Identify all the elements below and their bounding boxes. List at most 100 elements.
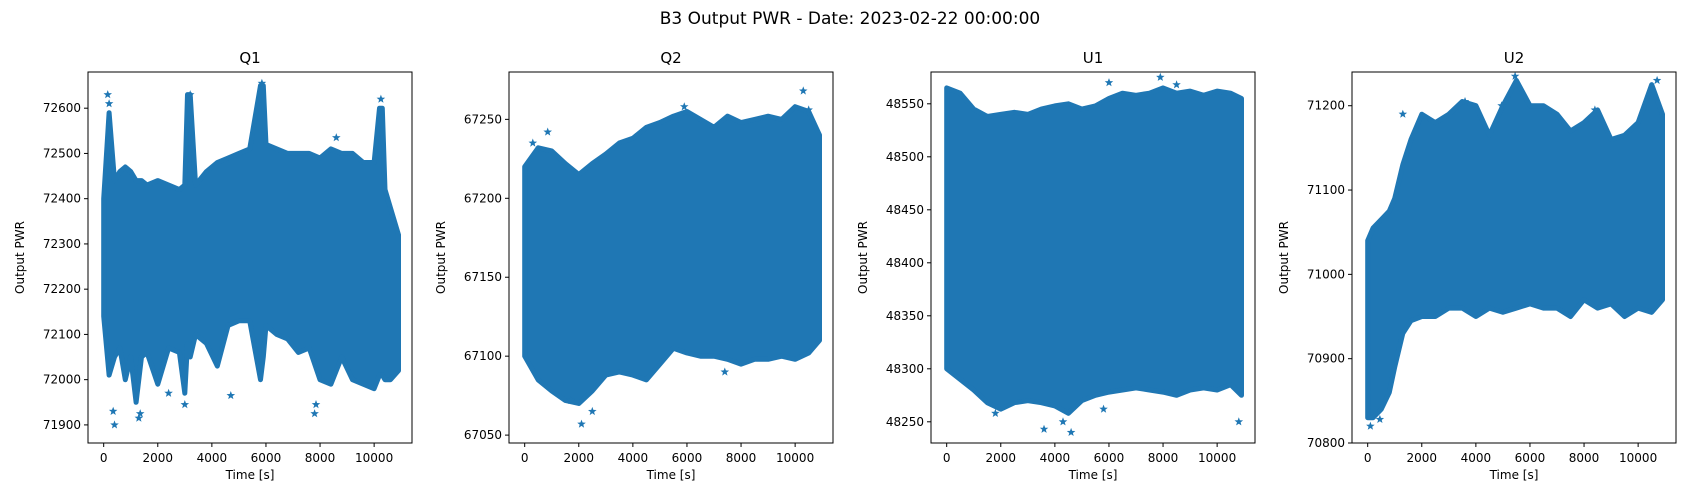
x-tick-label: 10000	[355, 451, 393, 465]
data-series	[101, 78, 401, 429]
y-axis-label: Output PWR	[856, 221, 870, 294]
data-point	[799, 86, 808, 95]
data-point	[134, 413, 144, 422]
subplot-u1: 0 2000 4000 6000 8000 10000 48250 48300 48350 484…	[856, 49, 1256, 482]
data-point	[164, 388, 173, 397]
x-tick-label: 4000	[618, 451, 649, 465]
data-point	[108, 406, 118, 415]
y-tick-label: 72200	[43, 282, 81, 296]
data-point	[311, 400, 321, 409]
data-point	[1366, 421, 1375, 430]
y-tick-label: 72400	[43, 192, 81, 206]
data-point	[135, 409, 145, 418]
subplot-q1: 0 2000 4000 6000 8000 10000 71900 72000 72100 722…	[13, 49, 413, 482]
y-axis-label: Output PWR	[1277, 221, 1291, 294]
data-point	[588, 406, 597, 416]
data-point	[680, 102, 689, 111]
data-point	[543, 127, 552, 136]
data-series	[522, 86, 822, 428]
x-tick-label: 6000	[251, 451, 282, 465]
data-point	[257, 78, 267, 87]
y-tick-label: 48350	[886, 309, 924, 323]
y-tick-label: 48250	[886, 415, 924, 429]
y-tick-label: 72100	[43, 327, 81, 341]
y-tick-label: 72000	[43, 373, 81, 387]
y-tick-label: 71100	[1307, 183, 1345, 197]
x-tick-label: 2000	[564, 451, 595, 465]
x-tick-label: 4000	[1040, 451, 1071, 465]
x-axis-label: Time [s]	[646, 468, 696, 482]
axes-frame	[87, 71, 413, 444]
data-point	[528, 138, 538, 147]
y-tick-label: 48500	[886, 150, 924, 164]
x-tick-label: 6000	[672, 451, 703, 465]
x-tick-label: 10000	[776, 451, 814, 465]
data-point	[226, 391, 236, 400]
x-tick-label: 2000	[143, 451, 174, 465]
x-tick-label: 8000	[726, 451, 757, 465]
y-tick-label: 67050	[464, 428, 502, 442]
x-tick-label: 0	[100, 451, 108, 465]
subplot-q2: 0 2000 4000 6000 8000 10000 67050 67100 67150 672…	[434, 49, 834, 482]
data-band	[522, 104, 822, 406]
data-band	[1365, 77, 1665, 421]
data-series	[1365, 72, 1665, 430]
data-point	[1234, 417, 1244, 426]
data-point	[376, 94, 386, 103]
data-point	[1104, 78, 1114, 87]
data-point	[1039, 424, 1049, 433]
data-point	[1652, 75, 1662, 85]
data-point	[720, 367, 730, 376]
x-tick-label: 0	[521, 451, 529, 465]
x-axis-label: Time [s]	[1068, 468, 1118, 482]
x-tick-label: 4000	[197, 451, 228, 465]
subplot-title: Q2	[660, 49, 681, 67]
y-tick-label: 48400	[886, 256, 924, 270]
x-axis-label: Time [s]	[225, 468, 275, 482]
data-point	[332, 133, 341, 142]
x-tick-label: 6000	[1094, 451, 1125, 465]
y-tick-label: 70800	[1307, 436, 1345, 450]
x-tick-label: 2000	[986, 451, 1017, 465]
data-point	[310, 409, 319, 418]
data-point	[1058, 417, 1068, 426]
data-point	[1590, 105, 1600, 114]
subplot-title: Q1	[239, 49, 260, 67]
data-point	[1156, 72, 1165, 81]
data-point	[1398, 109, 1408, 118]
y-tick-label: 71000	[1307, 267, 1345, 281]
y-tick-label: 48450	[886, 203, 924, 217]
y-axis-label: Output PWR	[434, 221, 448, 294]
y-tick-label: 72300	[43, 237, 81, 251]
y-axis-label: Output PWR	[13, 221, 27, 294]
data-band	[944, 85, 1244, 416]
data-point	[103, 90, 112, 99]
data-point	[110, 420, 119, 429]
subplot-u2: 0 2000 4000 6000 8000 10000 70800 70900 71000 711…	[1277, 49, 1677, 482]
figure-title: B3 Output PWR - Date: 2023-02-22 00:00:0…	[660, 9, 1040, 29]
y-tick-label: 70900	[1307, 352, 1345, 366]
x-tick-label: 0	[943, 451, 951, 465]
y-tick-label: 67150	[464, 270, 502, 284]
y-tick-label: 48300	[886, 362, 924, 376]
data-point	[104, 99, 114, 108]
y-tick-label: 72500	[43, 146, 81, 160]
data-series	[944, 72, 1244, 436]
axes-frame	[1351, 71, 1677, 444]
data-point	[566, 395, 575, 404]
data-point	[1510, 72, 1520, 80]
x-tick-label: 4000	[1461, 451, 1492, 465]
data-point	[180, 400, 190, 409]
y-tick-label: 72600	[43, 101, 81, 115]
x-tick-label: 6000	[1515, 451, 1546, 465]
data-point	[991, 408, 1000, 417]
y-tick-label: 71200	[1307, 99, 1345, 113]
x-tick-label: 8000	[1569, 451, 1600, 465]
axes-frame	[508, 71, 834, 444]
subplot-title: U2	[1504, 49, 1525, 67]
y-tick-label: 71900	[43, 418, 81, 432]
y-tick-label: 48550	[886, 97, 924, 111]
x-axis-label: Time [s]	[1489, 468, 1539, 482]
data-point	[1497, 101, 1506, 110]
